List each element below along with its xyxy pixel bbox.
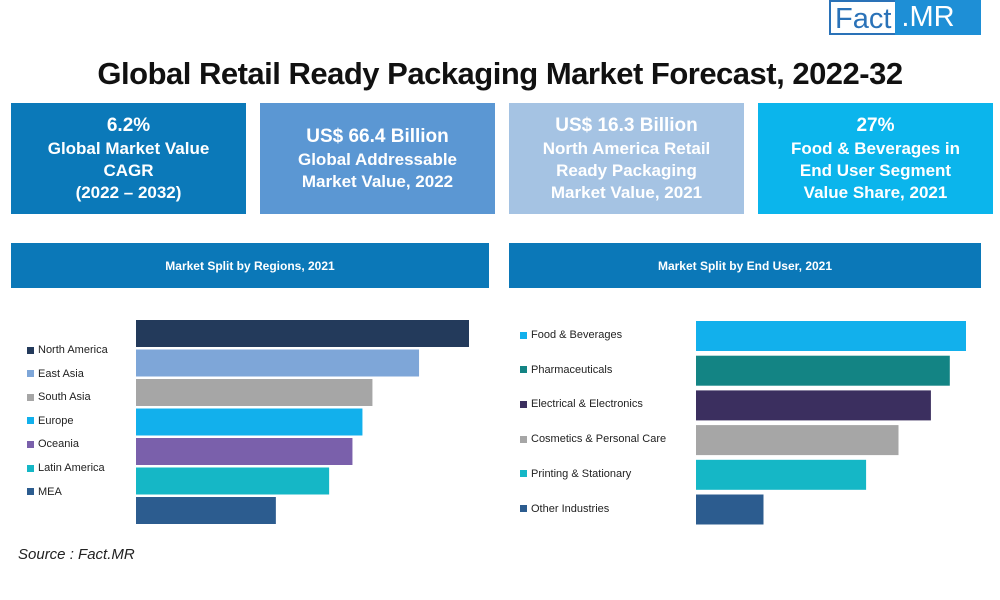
stat-card-line: North America Retail (542, 138, 711, 158)
stat-card-line: CAGR (103, 160, 154, 180)
legend-label: Other Industries (531, 502, 610, 515)
region-legend-item: MEA (27, 486, 62, 498)
legend-label: Cosmetics & Personal Care (531, 433, 667, 446)
stat-card-line: Global Market Value (47, 138, 210, 158)
legend-label: East Asia (38, 367, 84, 380)
factmr-logo: Fact .MR (829, 0, 981, 35)
end-user-legend-item: Other Industries (520, 503, 609, 515)
legend-swatch (520, 505, 527, 512)
stat-card-line: Market Value, 2021 (550, 182, 703, 202)
region-legend-item: South Asia (27, 391, 91, 403)
source-note: Source : Fact.MR (18, 546, 135, 563)
legend-swatch (27, 440, 34, 448)
legend-label: Latin America (38, 462, 105, 474)
legend-label: South Asia (38, 391, 91, 404)
region-legend-item: North America (27, 344, 108, 356)
stat-card-cagr: 6.2% Global Market Value CAGR (2022 – 20… (11, 103, 246, 214)
stat-card-value: 27% (856, 114, 895, 136)
stat-card-line: Value Share, 2021 (803, 182, 948, 202)
region-bar (136, 467, 330, 495)
page-title: Global Retail Ready Packaging Market For… (97, 56, 903, 91)
legend-label: Europe (38, 414, 74, 427)
stat-card-food-share: 27% Food & Beverages in End User Segment… (758, 103, 993, 214)
end-user-legend-item: Printing & Stationary (520, 468, 631, 480)
end-user-bar (696, 494, 764, 525)
end-user-legend-item: Electrical & Electronics (520, 398, 643, 410)
legend-label: Oceania (38, 438, 79, 451)
region-bar (136, 438, 353, 465)
stat-card-north-america-value: US$ 16.3 Billion North America Retail Re… (509, 103, 744, 214)
end-user-legend-item: Pharmaceuticals (520, 364, 612, 376)
legend-label: Food & Beverages (531, 329, 623, 341)
legend-label: North America (38, 344, 108, 356)
region-bar (136, 379, 373, 406)
stat-card-line: (2022 – 2032) (75, 182, 182, 202)
legend-label: Printing & Stationary (531, 467, 632, 480)
end-user-legend-item: Food & Beverages (520, 329, 622, 341)
legend-swatch (27, 417, 34, 425)
legend-swatch (27, 488, 34, 496)
logo-text-mr: .MR (895, 0, 981, 35)
stat-card-value: 6.2% (106, 114, 151, 136)
region-bar (136, 320, 469, 347)
end-user-bar (696, 459, 867, 490)
legend-label: Electrical & Electronics (531, 398, 643, 411)
region-legend-item: Oceania (27, 438, 79, 450)
region-bar (136, 408, 363, 436)
legend-swatch (520, 470, 527, 478)
end-user-bar (696, 390, 931, 421)
legend-swatch (520, 331, 527, 339)
legend-swatch (520, 435, 527, 443)
legend-label: Pharmaceuticals (531, 363, 613, 376)
end-user-bar (696, 355, 950, 386)
legend-swatch (27, 393, 34, 401)
legend-label: MEA (38, 485, 62, 498)
stat-card-line: Global Addressable (297, 149, 458, 169)
stat-card-value: US$ 16.3 Billion (555, 114, 698, 136)
end-user-bar (696, 425, 899, 456)
end-user-legend-item: Cosmetics & Personal Care (520, 433, 666, 445)
legend-swatch (27, 464, 34, 472)
end-user-chart-title: Market Split by End User, 2021 (509, 243, 981, 288)
region-legend-item: Latin America (27, 462, 105, 474)
stat-card-line: Market Value, 2022 (301, 171, 454, 191)
stat-card-line: Ready Packaging (556, 160, 697, 180)
legend-swatch (520, 366, 527, 374)
stat-card-market-value-2022: US$ 66.4 Billion Global Addressable Mark… (260, 103, 495, 214)
region-legend-item: Europe (27, 415, 73, 427)
legend-swatch (27, 346, 34, 354)
stat-card-line: Food & Beverages in (790, 138, 961, 158)
region-bar (136, 497, 276, 524)
region-bar (136, 349, 420, 377)
region-legend-item: East Asia (27, 368, 84, 380)
end-user-bar (696, 321, 966, 351)
legend-swatch (27, 370, 34, 378)
regions-chart-title: Market Split by Regions, 2021 (11, 243, 489, 288)
logo-text-fact: Fact (829, 0, 896, 35)
legend-swatch (520, 400, 527, 408)
stat-card-line: End User Segment (799, 160, 952, 180)
stat-card-value: US$ 66.4 Billion (306, 125, 449, 147)
